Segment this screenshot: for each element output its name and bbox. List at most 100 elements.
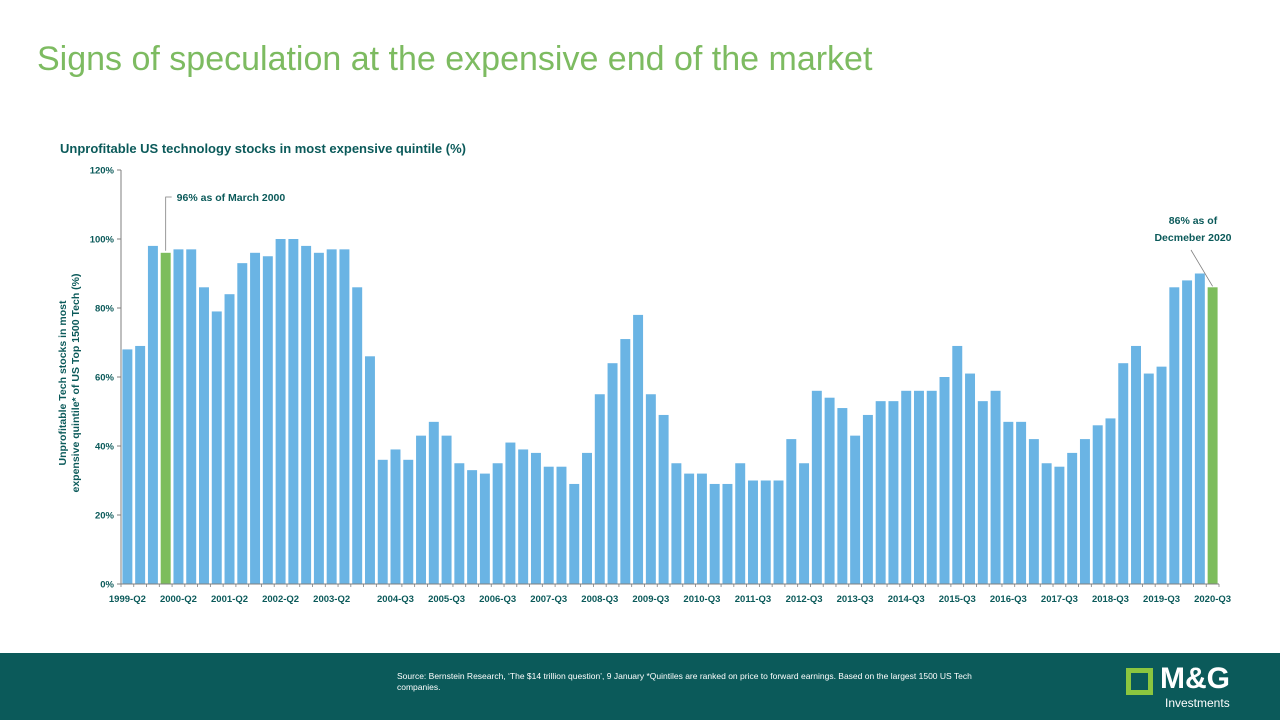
- bar: [275, 239, 286, 584]
- bar: [696, 473, 707, 584]
- bar: [901, 390, 912, 584]
- annotation-label: Decmeber 2020: [1154, 232, 1231, 244]
- bar: [786, 439, 797, 584]
- x-tick-label: 2008-Q3: [581, 594, 618, 605]
- y-tick-label: 80%: [95, 304, 115, 315]
- bar: [939, 377, 950, 584]
- annotation-leader-line: [1190, 249, 1213, 287]
- highlighted-bar: [160, 252, 171, 585]
- bar: [352, 287, 363, 584]
- bar: [977, 401, 988, 584]
- bar: [403, 459, 414, 584]
- bar: [633, 314, 644, 584]
- bar: [199, 287, 209, 584]
- x-tick-label: 2018-Q3: [1092, 594, 1129, 605]
- bar: [237, 263, 248, 584]
- bar: [722, 483, 733, 584]
- bar: [122, 349, 133, 584]
- bar: [505, 442, 516, 584]
- bar: [862, 414, 873, 584]
- y-tick-label: 0%: [100, 580, 114, 591]
- bar: [313, 252, 324, 585]
- bar: [441, 435, 452, 584]
- bar: [416, 435, 427, 584]
- bar: [1003, 421, 1014, 584]
- y-axis-title: expensive quintile* of US Top 1500 Tech …: [70, 274, 82, 493]
- bar: [645, 394, 656, 584]
- x-tick-label: 2005-Q3: [428, 594, 465, 605]
- bar: [748, 480, 758, 584]
- bar: [326, 249, 337, 584]
- bar: [1028, 439, 1039, 584]
- y-tick-label: 120%: [90, 166, 115, 177]
- x-tick-label: 2014-Q3: [888, 594, 925, 605]
- bar: [147, 245, 158, 584]
- x-tick-label: 2016-Q3: [990, 594, 1027, 605]
- bar: [1105, 418, 1116, 584]
- bar: [837, 408, 848, 584]
- x-tick-label: 2020-Q3: [1194, 594, 1231, 605]
- y-axis-title: Unprofitable Tech stocks in most: [57, 300, 69, 465]
- bar: [518, 449, 529, 584]
- y-tick-label: 20%: [95, 511, 115, 522]
- bar: [390, 449, 401, 584]
- bar: [1182, 280, 1193, 584]
- bar: [1079, 439, 1090, 584]
- bar: [684, 473, 695, 584]
- bar: [1016, 421, 1027, 584]
- bar: [301, 245, 312, 584]
- bar: [811, 390, 822, 584]
- source-note: Source: Bernstein Research, ‘The $14 tri…: [397, 671, 972, 692]
- x-tick-label: 2013-Q3: [837, 594, 874, 605]
- bar: [224, 294, 235, 584]
- logo-name: M&G: [1160, 662, 1230, 695]
- y-tick-label: 100%: [90, 235, 115, 246]
- bar: [926, 390, 937, 584]
- bar: [339, 249, 350, 584]
- bar: [288, 239, 299, 584]
- bar: [620, 339, 631, 584]
- x-tick-label: 2019-Q3: [1143, 594, 1180, 605]
- x-tick-label: 2007-Q3: [530, 594, 567, 605]
- bar: [1118, 363, 1129, 584]
- footer: Source: Bernstein Research, ‘The $14 tri…: [0, 653, 1280, 720]
- bar: [135, 345, 146, 584]
- bar: [454, 463, 465, 584]
- bar: [850, 435, 861, 584]
- x-tick-label: 2002-Q2: [262, 594, 299, 605]
- x-tick-label: 2006-Q3: [479, 594, 516, 605]
- bar: [1067, 452, 1078, 584]
- page-title: Signs of speculation at the expensive en…: [37, 40, 873, 78]
- bar: [1041, 463, 1052, 584]
- logo-square-icon: [1126, 668, 1153, 695]
- bar: [1143, 373, 1154, 584]
- bar: [824, 397, 835, 584]
- bar: [377, 459, 388, 584]
- annotation-leader-line: [165, 196, 172, 251]
- bar: [1169, 287, 1180, 584]
- bar: [658, 414, 669, 584]
- annotation-label: 86% as of: [1169, 215, 1218, 227]
- annotation-label: 96% as of March 2000: [177, 192, 286, 204]
- x-tick-label: 2000-Q2: [160, 594, 197, 605]
- highlighted-bar: [1207, 287, 1218, 584]
- company-logo: M&G Investments: [1126, 662, 1246, 714]
- y-tick-label: 40%: [95, 442, 115, 453]
- bar: [990, 390, 1001, 584]
- x-tick-label: 2012-Q3: [786, 594, 823, 605]
- bar: [913, 390, 924, 584]
- bar: [594, 394, 605, 584]
- x-tick-label: 2009-Q3: [632, 594, 669, 605]
- bar: [543, 466, 554, 584]
- bar: [760, 480, 771, 584]
- bar: [262, 256, 273, 584]
- x-tick-label: 2004-Q3: [377, 594, 414, 605]
- bar: [530, 452, 541, 584]
- bar: [799, 463, 810, 584]
- x-tick-label: 1999-Q2: [109, 594, 146, 605]
- y-tick-label: 60%: [95, 373, 115, 384]
- bar: [211, 311, 222, 584]
- bar: [671, 463, 682, 584]
- bar: [1156, 366, 1167, 584]
- x-tick-label: 2017-Q3: [1041, 594, 1078, 605]
